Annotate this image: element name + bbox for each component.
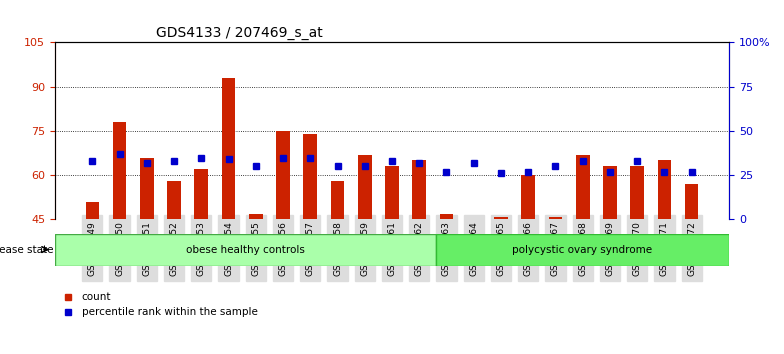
Bar	[440, 213, 453, 219]
Bar	[140, 158, 154, 219]
Bar	[358, 155, 372, 219]
Bar	[276, 131, 290, 219]
FancyBboxPatch shape	[55, 234, 436, 266]
Bar	[630, 166, 644, 219]
Text: GDS4133 / 207469_s_at: GDS4133 / 207469_s_at	[156, 26, 323, 40]
Bar	[167, 181, 181, 219]
Bar	[194, 169, 208, 219]
Text: percentile rank within the sample: percentile rank within the sample	[82, 307, 258, 316]
Bar	[658, 160, 671, 219]
Bar	[685, 184, 699, 219]
Bar	[222, 78, 235, 219]
Bar	[113, 122, 126, 219]
Text: polycystic ovary syndrome: polycystic ovary syndrome	[513, 245, 652, 255]
Bar	[385, 166, 399, 219]
FancyBboxPatch shape	[436, 234, 729, 266]
Bar	[576, 155, 590, 219]
Bar	[603, 166, 617, 219]
Bar	[331, 181, 344, 219]
Text: count: count	[82, 292, 111, 302]
Text: obese healthy controls: obese healthy controls	[186, 245, 305, 255]
Bar	[412, 160, 426, 219]
Bar	[549, 217, 562, 219]
Bar	[303, 134, 317, 219]
Bar	[494, 217, 508, 219]
Bar	[85, 202, 99, 219]
Bar	[521, 175, 535, 219]
Bar	[249, 213, 263, 219]
Text: disease state: disease state	[0, 245, 54, 255]
